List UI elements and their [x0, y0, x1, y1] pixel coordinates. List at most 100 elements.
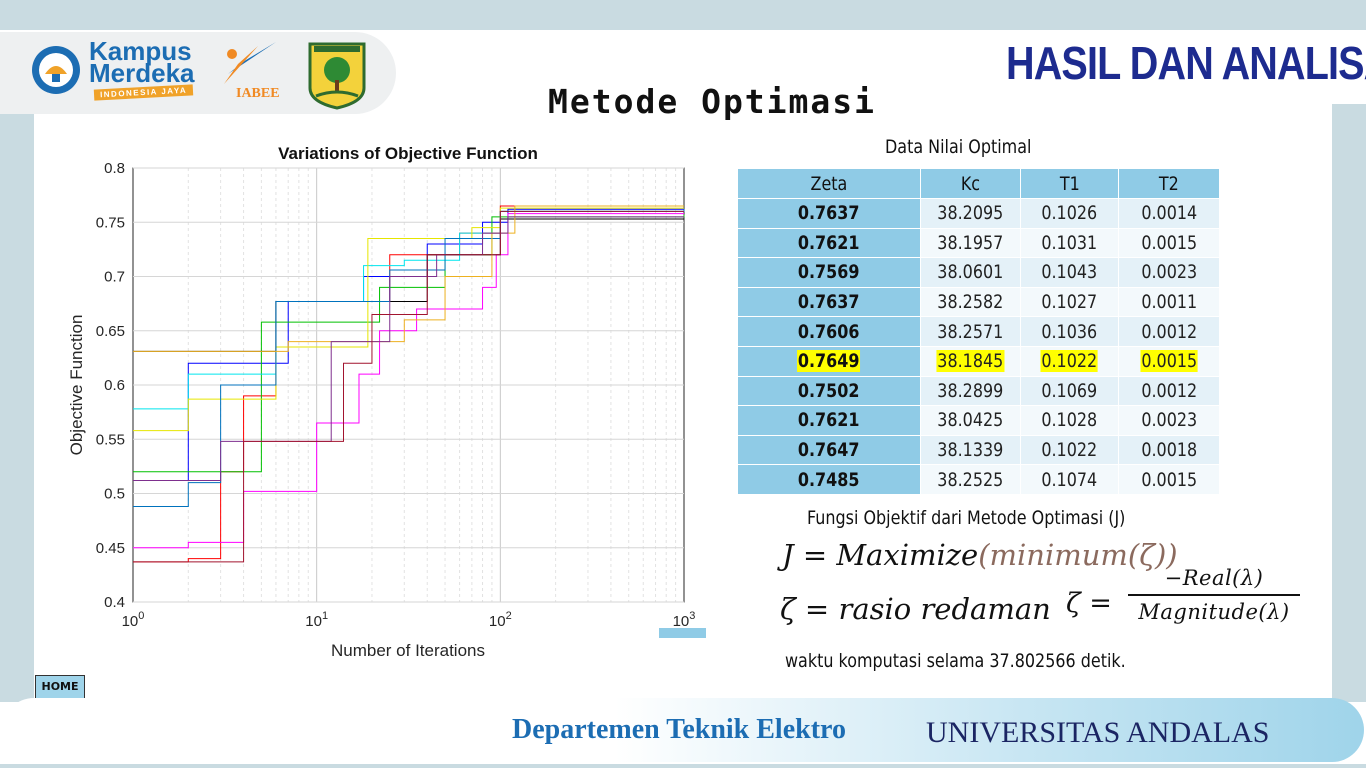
cell-value: 0.0015	[1140, 350, 1198, 373]
table-title: Data Nilai Optimal	[885, 136, 1032, 158]
t2-cell: 0.0015	[1118, 464, 1220, 495]
cell-value: 0.1022	[1040, 350, 1099, 373]
fraction-numerator: −Real(λ)	[1128, 566, 1300, 596]
table-row: 0.7621 38.0425 0.1028 0.0023	[737, 405, 1220, 436]
cell-value: 38.1339	[937, 439, 1004, 462]
y-tick-label: 0.65	[96, 323, 125, 340]
cell-value: 0.7502	[798, 379, 860, 402]
cell-value: 0.1031	[1041, 231, 1098, 254]
formula-caption: Fungsi Objektif dari Metode Optimasi (J)	[807, 507, 1126, 529]
cell-value: 0.1026	[1041, 202, 1098, 225]
cell-value: 38.0425	[937, 409, 1004, 432]
cell-value: 0.1036	[1041, 320, 1098, 343]
cell-value: 38.1957	[937, 231, 1004, 254]
cell-value: 38.1845	[936, 350, 1005, 373]
x-tick-label: 100	[122, 610, 145, 630]
cell-value: 0.0011	[1141, 291, 1197, 314]
table-header-cell: Zeta	[737, 168, 921, 199]
cell-value: 0.7621	[798, 409, 860, 432]
x-tick-label: 102	[489, 610, 512, 630]
damping-ratio-fraction: −Real(λ) Magnitude(λ)	[1128, 566, 1300, 624]
chart-title: Variations of Objective Function	[278, 144, 538, 163]
cell-value: 0.0014	[1141, 202, 1197, 225]
series-line	[133, 210, 684, 410]
y-tick-label: 0.75	[96, 214, 125, 231]
x-tick-exponent: 2	[506, 610, 512, 622]
cell-value: 0.7485	[798, 468, 860, 491]
kc-cell: 38.2571	[920, 316, 1021, 347]
cell-value: 0.7621	[798, 231, 860, 254]
table-header-row: Zeta Kc T1 T2	[737, 168, 1220, 199]
t1-cell: 0.1036	[1020, 316, 1119, 347]
cell-value: 0.1043	[1041, 261, 1098, 284]
cell-value: 0.7637	[798, 202, 860, 225]
left-border	[0, 112, 34, 702]
table-row: 0.7502 38.2899 0.1069 0.0012	[737, 375, 1220, 407]
header-t2: T2	[1159, 172, 1179, 195]
right-border	[1332, 104, 1366, 702]
cell-value: 0.1074	[1041, 468, 1098, 491]
kc-cell: 38.2899	[920, 375, 1021, 407]
zeta-cell: 0.7502	[737, 375, 921, 407]
kc-cell: 38.2095	[920, 198, 1021, 229]
kc-cell: 38.0601	[920, 257, 1021, 288]
home-button[interactable]: HOME	[35, 675, 85, 699]
y-tick-label: 0.6	[104, 377, 125, 394]
chart-grid	[133, 167, 684, 603]
x-tick-exponent: 0	[138, 610, 144, 622]
cell-value: 38.2571	[937, 320, 1004, 343]
y-tick-label: 0.45	[96, 540, 125, 557]
table-body: 0.7637 38.2095 0.1026 0.0014 0.7621 38.1957 0.…	[737, 198, 1220, 495]
cell-value: 0.0018	[1141, 439, 1197, 462]
cell-value: 0.1069	[1041, 379, 1098, 402]
t1-cell: 0.1028	[1020, 405, 1119, 436]
kampus-merdeka-logo: Kampus Merdeka	[89, 36, 195, 88]
zeta-cell: 0.7637	[737, 198, 921, 229]
x-tick-base: 10	[673, 613, 690, 630]
x-tick-base: 10	[122, 613, 139, 630]
t1-cell: 0.1031	[1020, 227, 1119, 259]
t2-cell: 0.0023	[1118, 405, 1220, 436]
header-zeta: Zeta	[810, 172, 848, 195]
university-name: UNIVERSITAS ANDALAS	[926, 716, 1270, 749]
chart-ylabel: Objective Function	[67, 315, 86, 456]
y-tick-label: 0.4	[104, 594, 125, 611]
t2-cell: 0.0011	[1118, 286, 1220, 318]
cell-value: 38.2582	[937, 291, 1004, 314]
t1-cell: 0.1022	[1020, 434, 1119, 466]
kampus-logo-line2: Merdeka	[89, 58, 195, 88]
x-tick-exponent: 3	[689, 610, 695, 622]
x-tick-exponent: 1	[322, 610, 328, 622]
kampus-logo-line1: Kampus	[89, 36, 192, 66]
table-header-cell: Kc	[920, 168, 1021, 199]
y-tick-label: 0.55	[96, 431, 125, 448]
cell-value: 0.0012	[1141, 379, 1197, 402]
cell-value: 0.0023	[1141, 261, 1197, 284]
cell-value: 0.7569	[798, 261, 860, 284]
table-row: 0.7621 38.1957 0.1031 0.0015	[737, 227, 1220, 259]
t1-cell: 0.1022	[1020, 345, 1119, 377]
table-row: 0.7649 38.1845 0.1022 0.0015	[737, 345, 1220, 377]
objective-equation: J = Maximize(minimum(ζ))	[782, 538, 1178, 572]
series-line	[133, 210, 684, 563]
x-tick-label: 103	[673, 610, 696, 630]
table-row: 0.7637 38.2582 0.1027 0.0011	[737, 286, 1220, 318]
cell-value: 0.7649	[797, 350, 861, 373]
t2-cell: 0.0023	[1118, 257, 1220, 288]
table-row: 0.7637 38.2095 0.1026 0.0014	[737, 198, 1220, 229]
table-row: 0.7485 38.2525 0.1074 0.0015	[737, 464, 1220, 495]
cell-value: 0.1028	[1041, 409, 1098, 432]
iabee-label: IABEE	[236, 86, 280, 101]
fraction-denominator: Magnitude(λ)	[1138, 600, 1290, 624]
series-line	[133, 207, 684, 432]
zeta-cell: 0.7649	[737, 345, 921, 377]
department-name: Departemen Teknik Elektro	[512, 714, 846, 745]
x-tick-label: 101	[305, 610, 328, 630]
t2-cell: 0.0012	[1118, 316, 1220, 347]
damping-ratio-definition: ζ = rasio redaman	[780, 592, 1051, 626]
page-title: HASIL DAN ANALISA	[1006, 37, 1366, 89]
t1-cell: 0.1043	[1020, 257, 1119, 288]
header-kc: Kc	[960, 172, 981, 195]
